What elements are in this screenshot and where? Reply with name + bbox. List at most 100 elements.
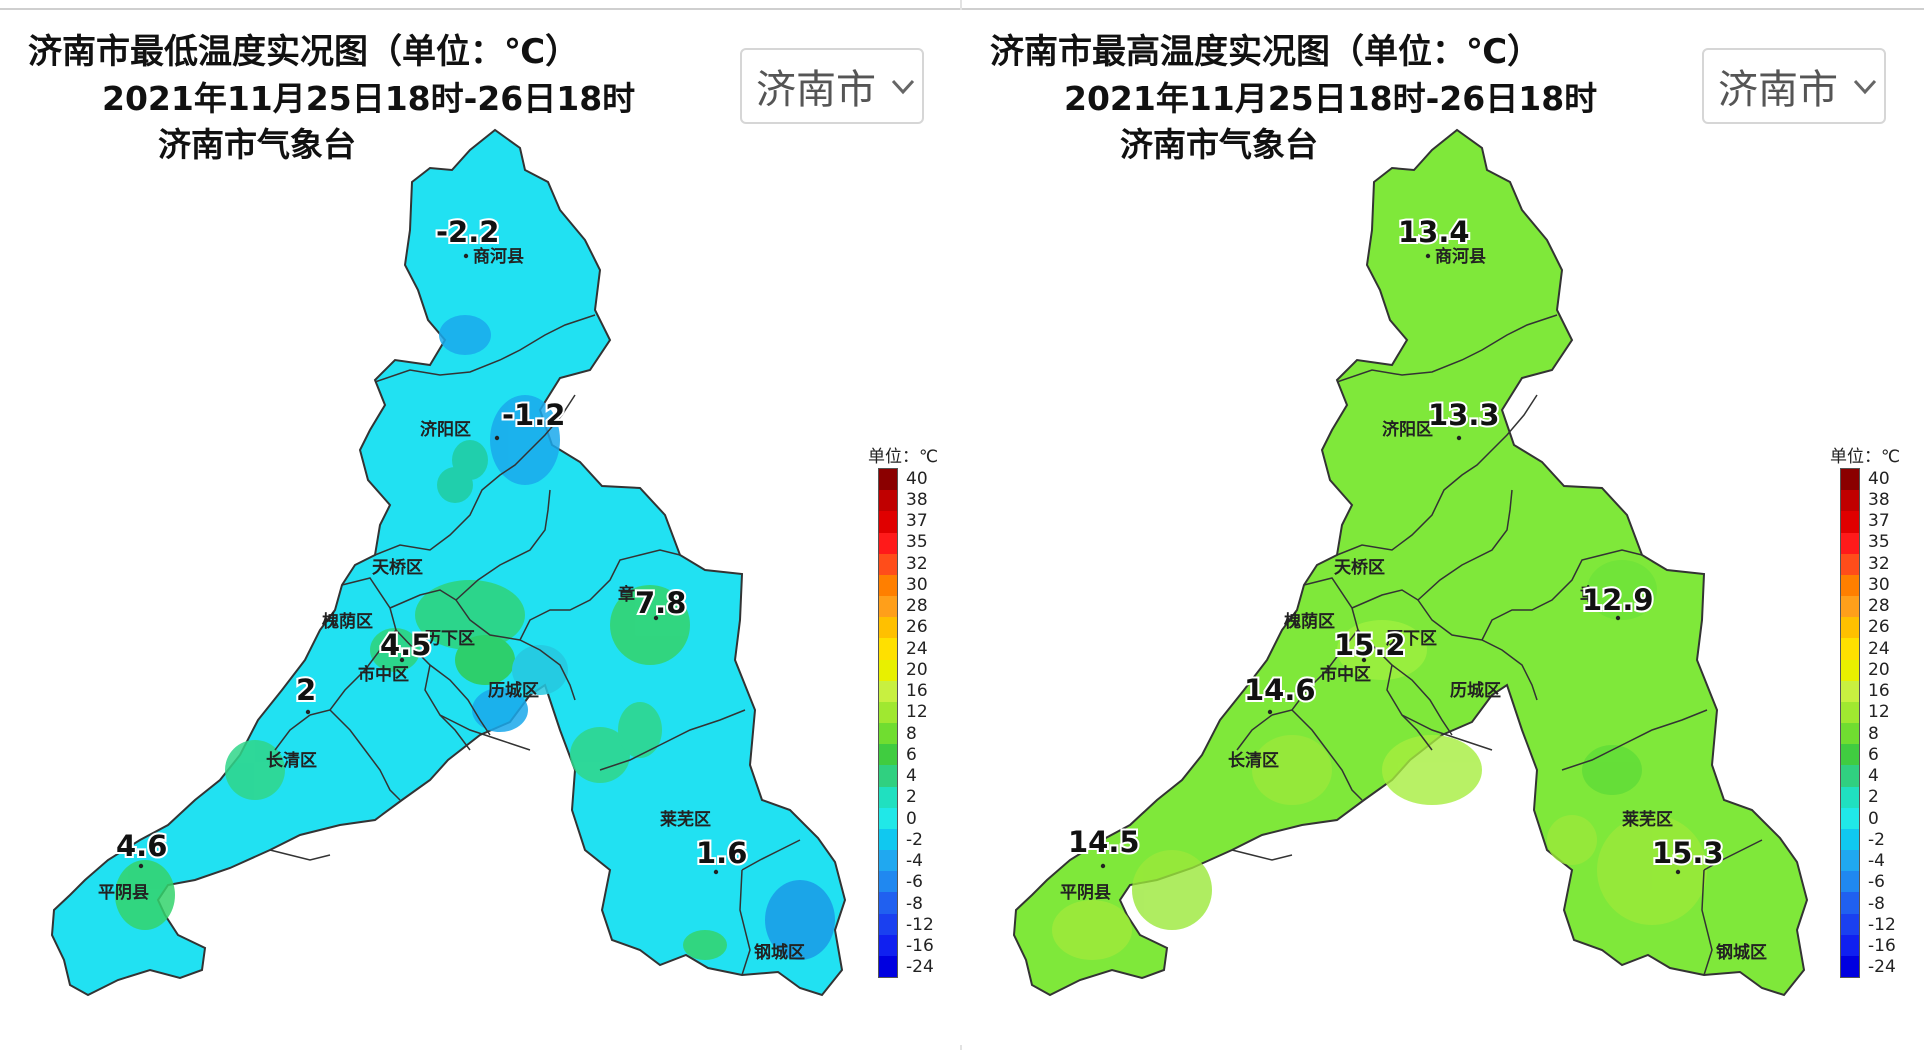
region-dropdown[interactable]: 济南市 — [740, 48, 924, 124]
value-pingyin: 4.6 — [116, 829, 167, 863]
station-dot — [1100, 863, 1106, 869]
region-dropdown-label: 济南市 — [756, 67, 876, 113]
panel-title: 济南市最低温度实况图（单位：℃） — [28, 32, 580, 72]
map-label-shanghe: 商河县 — [473, 246, 524, 267]
legend-label: 26 — [1868, 617, 1890, 638]
region-dropdown-label: 济南市 — [1718, 67, 1838, 113]
map-label-huaiyin: 槐荫区 — [1283, 611, 1335, 632]
legend-label: 2 — [906, 787, 917, 808]
value-laiwu: 1.6 — [696, 836, 747, 870]
map-label-jiyang: 济阳区 — [1382, 419, 1433, 440]
legend-label: 16 — [906, 681, 928, 702]
station-dot — [1675, 869, 1681, 875]
legend-swatch — [879, 680, 897, 702]
value-shanghe: -2.2 — [436, 215, 499, 249]
legend-label: 38 — [1868, 489, 1890, 510]
legend-label: 32 — [906, 553, 928, 574]
legend-swatch — [1841, 617, 1859, 639]
legend-swatch — [879, 913, 897, 935]
legend-label: 30 — [906, 574, 928, 595]
map-label-tianqiao: 天桥区 — [372, 558, 423, 578]
legend-label: 6 — [1868, 744, 1879, 765]
station-dot — [305, 709, 311, 715]
legend-swatch — [879, 807, 897, 829]
legend-label: 37 — [906, 511, 928, 532]
legend-swatch — [1841, 871, 1859, 893]
panel-agency: 济南市气象台 — [158, 125, 356, 164]
legend-label: -8 — [906, 893, 923, 914]
legend-swatch — [879, 934, 897, 956]
panel-agency: 济南市气象台 — [1120, 125, 1318, 164]
station-dot — [1425, 253, 1431, 259]
legend-label: -6 — [906, 872, 923, 893]
legend-label: 20 — [1868, 659, 1890, 680]
value-shanghe: 13.4 — [1398, 215, 1470, 249]
legend-label: -16 — [906, 936, 934, 957]
value-zhangqiu: 12.9 — [1582, 583, 1654, 617]
panel-subtitle: 2021年11月25日18时-26日18时 — [102, 79, 636, 118]
map-label-gangcheng: 钢城区 — [1716, 942, 1767, 963]
station-dot — [1361, 657, 1367, 663]
legend-label: -12 — [906, 914, 934, 935]
legend-label: 8 — [906, 723, 917, 744]
map-label-lixia: 历下区 — [424, 629, 475, 649]
value-laiwu: 15.3 — [1652, 836, 1724, 870]
legend-swatch — [879, 638, 897, 660]
legend-label: -2 — [1868, 829, 1885, 850]
map-label-shizhong: 市中区 — [358, 664, 409, 685]
district-borders — [1231, 314, 1763, 976]
district-borders — [269, 314, 801, 976]
value-zhangqiu: 7.8 — [635, 586, 686, 620]
legend-swatch — [879, 850, 897, 872]
legend-label: 4 — [906, 766, 917, 787]
legend-swatch — [1841, 913, 1859, 935]
legend-colorbar — [1840, 468, 1860, 978]
legend-label: 35 — [1868, 532, 1890, 553]
map-label-lixia: 历下区 — [1386, 629, 1437, 649]
legend-swatch — [879, 596, 897, 618]
legend-swatch — [1841, 553, 1859, 575]
legend-label: -12 — [1868, 914, 1896, 935]
map-label-shanghe: 商河县 — [1435, 246, 1486, 267]
legend-swatch — [1841, 955, 1859, 978]
legend-swatch — [1841, 723, 1859, 745]
map-label-laiwu: 莱芜区 — [1622, 809, 1673, 830]
legend-label: -6 — [1868, 872, 1885, 893]
legend-swatch — [1841, 786, 1859, 808]
legend-swatch — [1841, 638, 1859, 660]
legend-label: 4 — [1868, 766, 1879, 787]
station-dot — [1267, 709, 1273, 715]
legend-swatch — [1841, 511, 1859, 533]
station-dot — [399, 657, 405, 663]
value-lixia: 4.5 — [380, 628, 431, 662]
legend-colorbar — [878, 468, 898, 978]
region-dropdown[interactable]: 济南市 — [1702, 48, 1886, 124]
map-label-changqing: 长清区 — [1228, 750, 1279, 771]
legend-swatch — [1841, 765, 1859, 787]
legend-label: 40 — [906, 468, 928, 489]
value-lixia: 15.2 — [1334, 628, 1406, 662]
legend-label: -4 — [906, 851, 923, 872]
legend-swatch — [879, 659, 897, 681]
legend-swatch — [1841, 701, 1859, 724]
legend-swatch — [1841, 574, 1859, 597]
legend-swatch — [879, 892, 897, 914]
top-rule — [0, 8, 1924, 10]
legend-label: 12 — [906, 702, 928, 723]
map-label-gangcheng: 钢城区 — [754, 942, 805, 963]
legend-label: -8 — [1868, 893, 1885, 914]
panel-title: 济南市最高温度实况图（单位：℃） — [990, 32, 1542, 72]
legend-swatch — [879, 955, 897, 978]
map-label-changqing: 长清区 — [266, 750, 317, 771]
legend-unit: 单位：℃ — [868, 447, 939, 467]
value-jiyang: -1.2 — [502, 398, 565, 432]
legend-label: -24 — [906, 957, 934, 978]
legend-label: 38 — [906, 489, 928, 510]
legend-swatch — [1841, 807, 1859, 829]
legend-swatch — [1841, 680, 1859, 702]
station-dot — [494, 435, 500, 441]
legend-swatch — [879, 744, 897, 766]
legend-label: -2 — [906, 829, 923, 850]
legend-label: 35 — [906, 532, 928, 553]
legend-swatch — [879, 723, 897, 745]
